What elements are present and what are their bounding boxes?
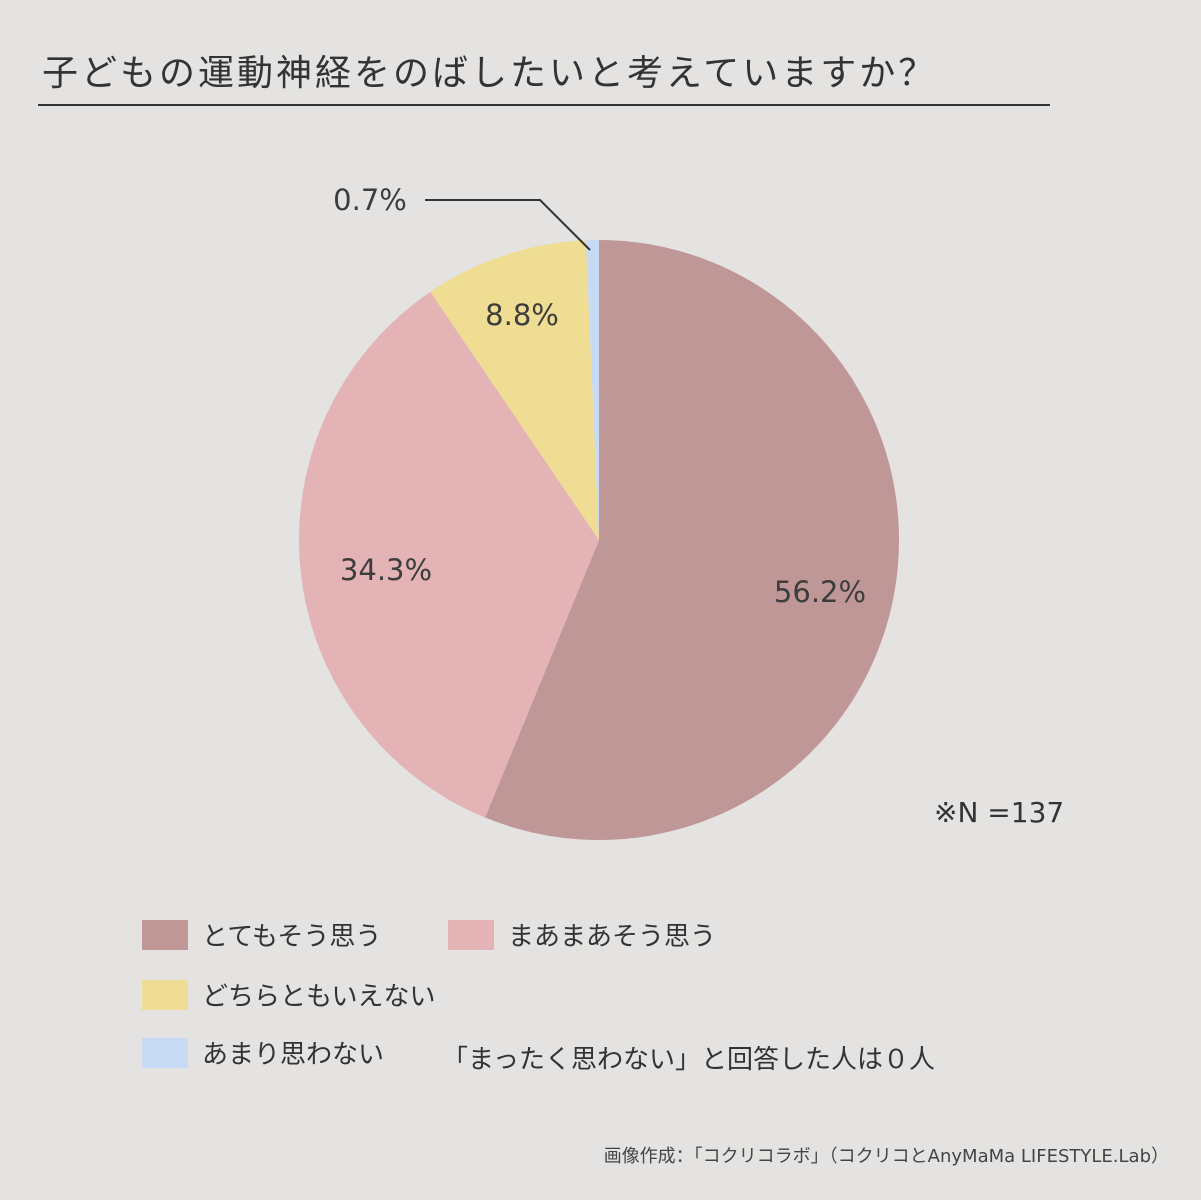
pie-slice-not-much <box>585 240 599 540</box>
pie-label-not-much: 0.7% <box>333 183 407 217</box>
sample-size-note: ※N =137 <box>934 796 1065 829</box>
chart-title: 子どもの運動神経をのばしたいと考えていますか？ <box>42 53 938 94</box>
legend-label-somewhat: まあまあそう思う <box>508 922 717 952</box>
pie-label-neutral: 8.8% <box>485 298 559 332</box>
legend-note-not-at-all: 「まったく思わない」と回答した人は０人 <box>442 1045 935 1075</box>
legend-label-very-much: とてもそう思う <box>202 922 382 952</box>
legend-label-neutral: どちらともいえない <box>202 982 436 1012</box>
legend-item-not-much: あまり思わない <box>142 1034 384 1071</box>
legend-label-not-much: あまり思わない <box>202 1040 385 1070</box>
legend-swatch-not-much <box>142 1037 188 1068</box>
title-underline <box>38 104 1050 106</box>
pie-label-somewhat: 34.3% <box>340 553 432 587</box>
legend-item-very-much: とてもそう思う <box>142 916 381 953</box>
legend-swatch-neutral <box>142 979 188 1010</box>
legend-item-somewhat: まあまあそう思う <box>448 916 716 953</box>
leader-line-not-much <box>425 199 591 251</box>
pie-label-very-much: 56.2% <box>774 575 866 609</box>
legend-swatch-somewhat <box>448 919 494 950</box>
pie-slice-neutral <box>430 240 599 541</box>
legend-item-neutral: どちらともいえない <box>142 976 435 1013</box>
image-credit: 画像作成：「コクリコラボ」（コクリコとAnyMaMa LIFESTYLE.Lab… <box>603 1146 1169 1167</box>
legend-swatch-very-much <box>142 919 188 950</box>
pie-slice-somewhat <box>299 291 599 818</box>
pie-slice-very-much <box>485 239 900 840</box>
